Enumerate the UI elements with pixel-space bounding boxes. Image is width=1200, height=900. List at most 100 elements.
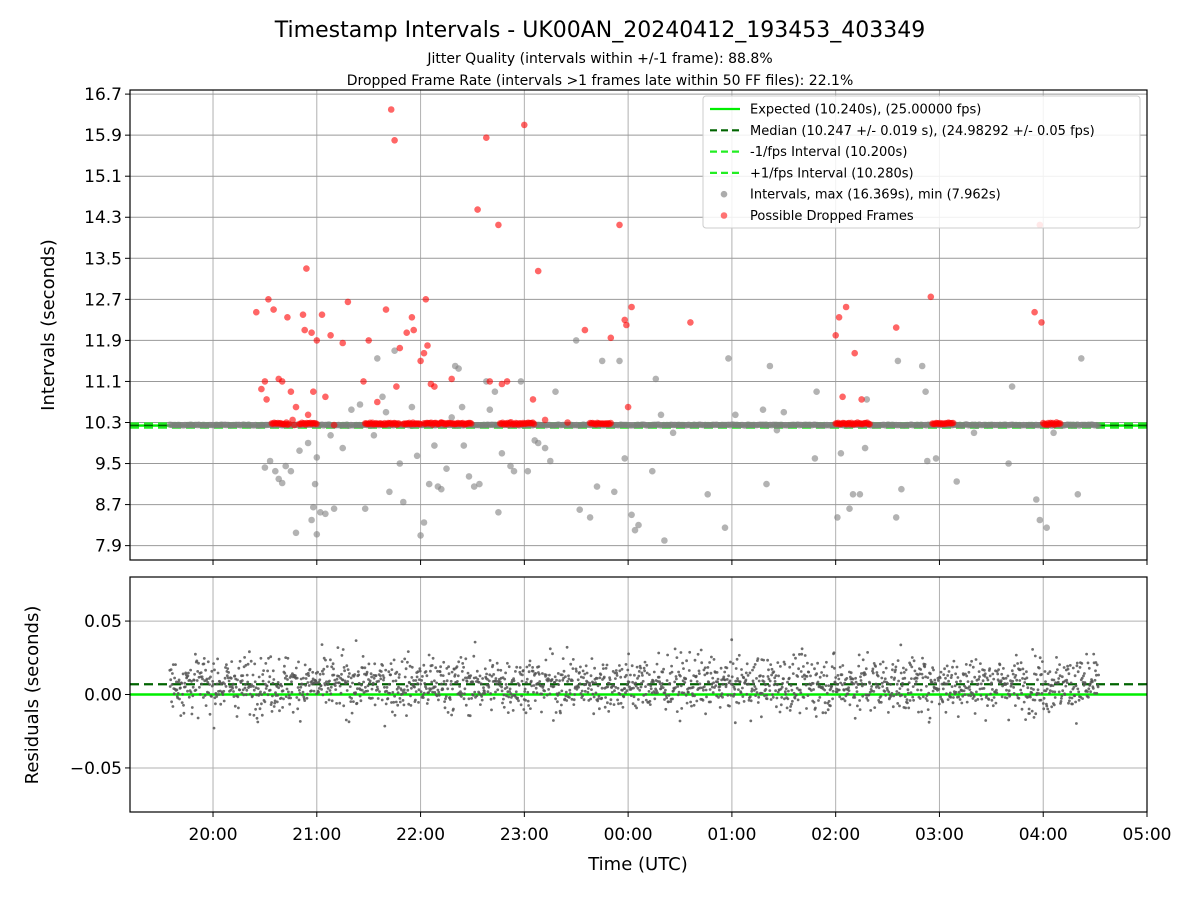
residual-point <box>789 705 792 708</box>
residual-point <box>750 689 754 693</box>
residual-point <box>640 671 644 675</box>
residual-point <box>1016 662 1019 665</box>
residual-point <box>663 691 667 695</box>
dropped-frame-point <box>424 342 431 349</box>
residual-point <box>667 700 670 704</box>
residual-point <box>360 683 363 687</box>
residual-point <box>992 696 996 699</box>
residual-point <box>729 660 732 664</box>
interval-point <box>1043 524 1050 531</box>
residual-point <box>822 665 826 669</box>
residual-point <box>252 713 256 717</box>
residual-point <box>903 676 907 680</box>
residual-point <box>1012 692 1016 695</box>
residual-point <box>483 692 487 695</box>
residual-point <box>499 668 503 672</box>
residual-point <box>649 687 653 691</box>
residual-point <box>1086 661 1090 665</box>
residual-point <box>201 677 204 681</box>
residual-point <box>639 666 642 670</box>
residual-point <box>940 682 944 686</box>
residual-point <box>634 681 638 685</box>
residual-point <box>1065 678 1069 682</box>
residual-point <box>232 695 236 698</box>
residual-point <box>357 673 361 677</box>
residual-point <box>737 653 741 657</box>
residual-point <box>190 712 194 716</box>
residual-point <box>509 700 512 704</box>
residual-point <box>318 678 322 682</box>
residual-point <box>698 682 702 686</box>
residual-point <box>603 705 607 709</box>
residual-point <box>1037 692 1041 695</box>
residual-point <box>757 679 761 683</box>
residual-point <box>703 666 707 670</box>
residual-point <box>423 682 427 685</box>
residual-point <box>1056 668 1059 671</box>
dropped-frame-point <box>365 337 373 344</box>
residual-point <box>676 693 680 697</box>
dropped-frame-point <box>628 303 635 311</box>
residual-point <box>780 685 784 689</box>
residual-point <box>722 675 726 679</box>
residual-point <box>335 677 339 681</box>
residual-point <box>350 697 353 700</box>
interval-point <box>356 401 364 408</box>
residual-point <box>492 673 496 676</box>
residual-point <box>455 665 459 669</box>
residual-point <box>863 682 867 686</box>
residual-point <box>214 702 217 706</box>
residual-point <box>390 701 393 704</box>
residual-point <box>930 680 934 684</box>
residual-point <box>342 704 346 708</box>
residual-point <box>871 671 875 675</box>
residual-point <box>229 688 233 692</box>
residual-point <box>325 665 329 668</box>
residual-point <box>674 675 678 678</box>
residual-point <box>341 648 345 651</box>
residual-point <box>1026 686 1030 690</box>
residual-point <box>1021 677 1024 680</box>
residual-point <box>887 690 891 694</box>
residual-point <box>1018 679 1022 682</box>
y-tick-label: 13.5 <box>84 249 122 269</box>
dropped-frame-point <box>835 314 843 321</box>
residual-point <box>836 683 839 686</box>
interval-point <box>1008 383 1016 390</box>
residual-point <box>985 676 989 680</box>
residual-point <box>725 666 729 670</box>
interval-point <box>458 403 466 411</box>
residual-point <box>635 665 639 669</box>
residual-point <box>841 683 844 687</box>
residual-point <box>840 673 844 677</box>
residual-point <box>762 680 766 683</box>
residual-point <box>557 691 561 695</box>
residual-point <box>833 681 837 685</box>
residual-point <box>479 682 483 686</box>
residual-point <box>949 676 953 679</box>
residual-point <box>216 671 220 675</box>
residual-point <box>530 684 534 688</box>
residual-point <box>495 682 499 686</box>
residual-point <box>741 686 744 690</box>
residual-point <box>665 696 669 700</box>
residual-point <box>304 683 307 687</box>
residual-point <box>763 694 766 698</box>
residual-point <box>244 693 248 697</box>
residual-point <box>284 656 288 659</box>
residual-point <box>1076 687 1080 691</box>
residual-point <box>168 685 172 688</box>
interval-point <box>773 426 781 434</box>
residual-point <box>200 682 204 686</box>
residual-point <box>398 697 402 700</box>
residual-point <box>725 683 728 686</box>
residual-point <box>260 702 263 706</box>
residual-point <box>856 704 859 708</box>
residual-point <box>286 678 289 681</box>
dropped-frame-point <box>291 421 298 429</box>
residual-point <box>401 692 404 696</box>
residual-point <box>973 712 977 715</box>
residual-point <box>496 668 500 672</box>
residual-point <box>544 673 548 677</box>
residual-point <box>283 676 287 680</box>
